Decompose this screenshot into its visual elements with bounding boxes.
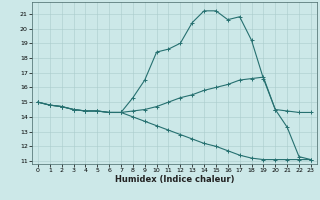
X-axis label: Humidex (Indice chaleur): Humidex (Indice chaleur): [115, 175, 234, 184]
